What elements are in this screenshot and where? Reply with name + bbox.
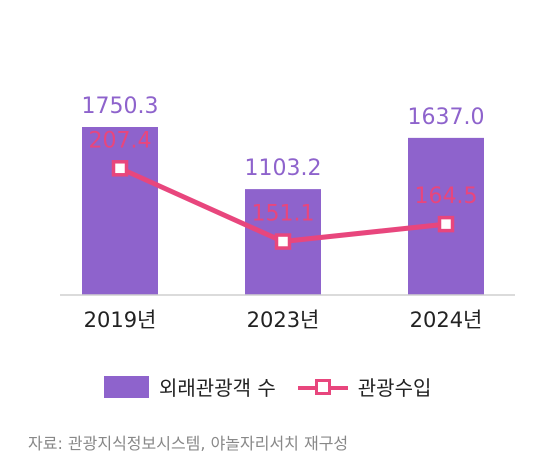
legend-line-swatch: [297, 376, 348, 398]
line-value-label-0: 207.4: [89, 128, 152, 153]
legend-bar-swatch: [104, 375, 149, 398]
legend-label-visitors: 외래관광객 수: [159, 376, 276, 400]
legend-item-visitors: 외래관광객 수: [104, 372, 276, 401]
line-markers-group: [111, 160, 455, 250]
bar-value-label-2: 1637.0: [408, 105, 485, 130]
legend: 외래관광객 수 관광수입: [104, 372, 453, 401]
x-ticks-group: 2019년 2023년 2024년: [84, 308, 483, 332]
bar-0: [82, 127, 158, 295]
line-marker-1: [274, 233, 292, 250]
line-marker-0: [111, 160, 129, 177]
x-tick-label-2: 2024년: [410, 308, 483, 332]
bar-value-label-1: 1103.2: [245, 156, 322, 181]
x-tick-label-1: 2023년: [247, 308, 320, 332]
line-value-label-1: 151.1: [252, 202, 315, 227]
bar-labels-group: 1750.3 1103.2 1637.0: [82, 94, 485, 181]
line-marker-2: [437, 215, 455, 233]
x-tick-label-0: 2019년: [84, 308, 157, 332]
source-note: 자료: 관광지식정보시스템, 야놀자리서치 재구성: [28, 434, 349, 453]
legend-item-revenue: 관광수입: [297, 372, 432, 401]
line-labels-group: 207.4 151.1 164.5: [89, 128, 478, 226]
legend-label-revenue: 관광수입: [357, 376, 432, 400]
bar-value-label-0: 1750.3: [82, 94, 159, 119]
line-value-label-2: 164.5: [415, 184, 478, 209]
combo-chart: 1750.3 1103.2 1637.0 2019년 2023년 2024년 207.4…: [60, 94, 515, 332]
